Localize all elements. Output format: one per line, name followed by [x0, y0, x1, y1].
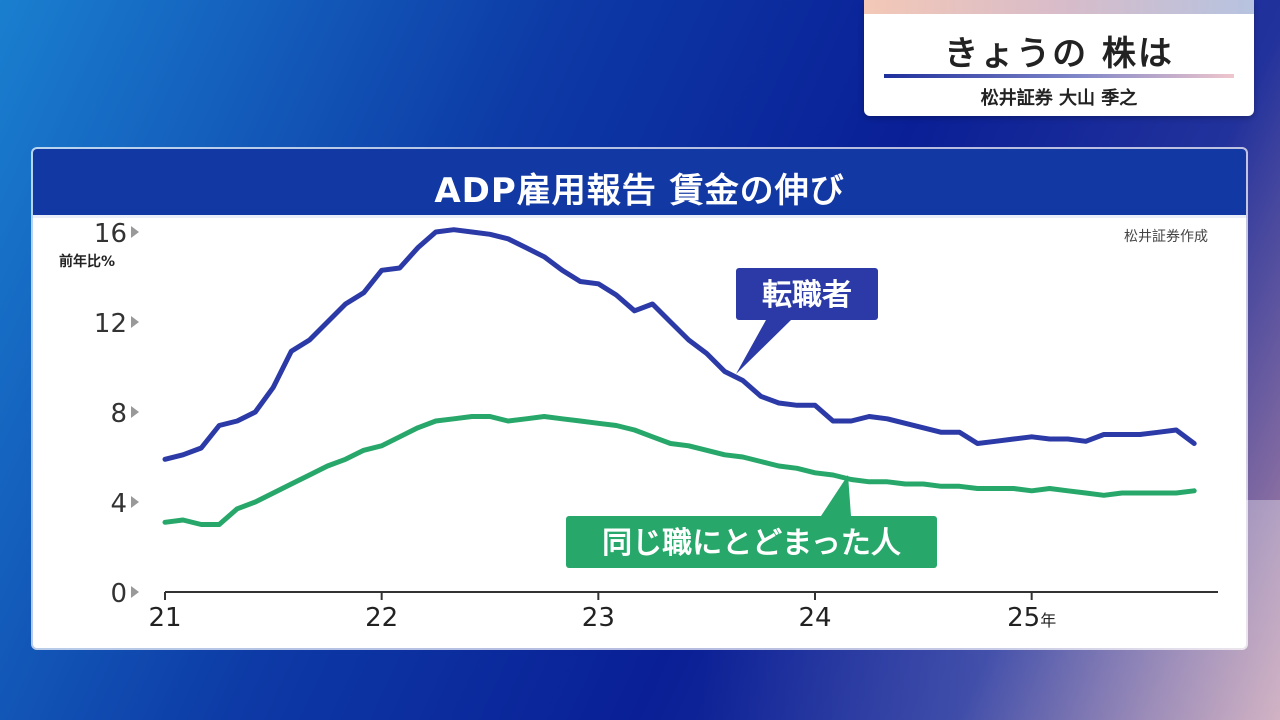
x-tick-label: 25年: [1007, 603, 1056, 633]
y-tick-marker: [131, 226, 139, 238]
y-axis-label: 前年比%: [59, 253, 115, 270]
series-label: 同じ職にとどまった人: [602, 526, 901, 561]
y-tick-label: 0: [110, 579, 127, 609]
program-title-card: きょうの 株は 松井証券 大山 季之: [864, 0, 1254, 116]
series-line-2: [162, 414, 1197, 527]
y-tick-marker: [131, 316, 139, 328]
chart-panel: ADP雇用報告 賃金の伸び 0 4 8 12 16 前年比% 松井証券作成 21 22 23 24 2…: [33, 149, 1246, 648]
program-title: きょうの 株は: [944, 34, 1174, 74]
y-tick-marker: [131, 496, 139, 508]
x-tick-label: 23: [582, 603, 615, 633]
callout-pointer: [821, 475, 851, 516]
callout-box: [736, 268, 878, 320]
x-tick-label: 24: [798, 603, 831, 633]
series-line-1: [162, 227, 1197, 462]
title-card-accent-bar: [864, 0, 1254, 14]
x-tick-label: 22: [365, 603, 398, 633]
y-tick-label: 16: [94, 219, 127, 249]
callout-pointer: [736, 320, 791, 374]
x-tick-label: 21: [148, 603, 181, 633]
y-tick-label: 12: [94, 309, 127, 339]
commentator-name: 松井証券 大山 季之: [980, 88, 1138, 109]
y-tick-marker: [131, 586, 139, 598]
chart-title: ADP雇用報告 賃金の伸び: [434, 171, 845, 211]
source-note: 松井証券作成: [1124, 229, 1208, 245]
chart-header: ADP雇用報告 賃金の伸び: [33, 149, 1246, 218]
line-chart: 0 4 8 12 16 前年比% 松井証券作成 21 22 23 24 25年 転職者同じ職にとどまった…: [59, 219, 1218, 633]
y-tick-label: 4: [110, 489, 127, 519]
callout-box: [566, 516, 937, 568]
series-label: 転職者: [762, 278, 852, 313]
y-tick-label: 8: [110, 399, 127, 429]
y-tick-marker: [131, 406, 139, 418]
title-underline: [884, 74, 1234, 78]
